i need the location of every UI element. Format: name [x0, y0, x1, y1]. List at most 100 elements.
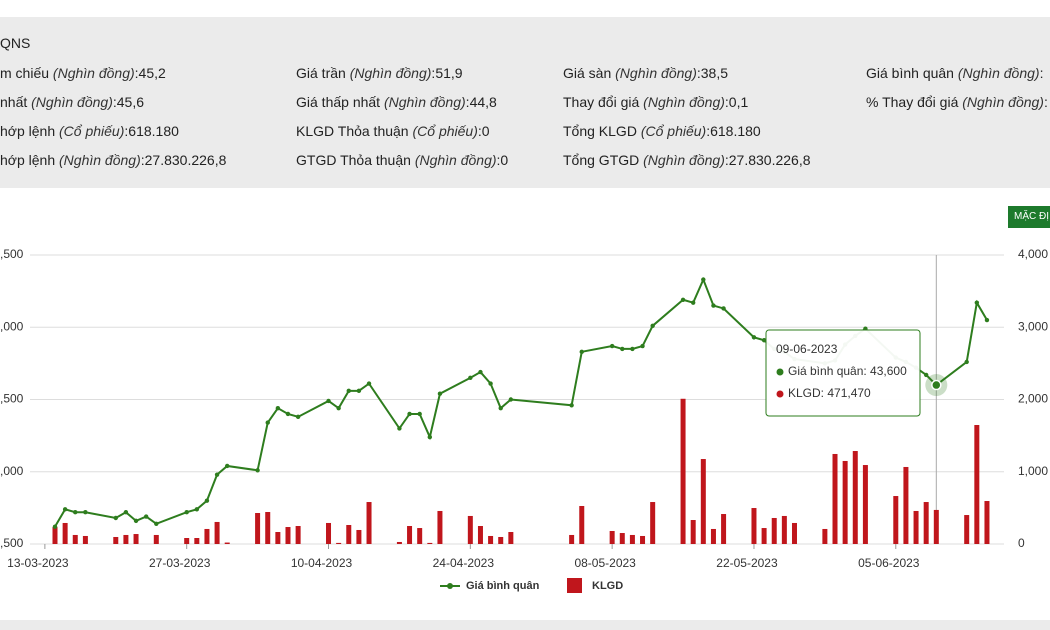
- volume-bar: [356, 529, 362, 544]
- tooltip-dot: [776, 368, 784, 376]
- info-unit: (Nghìn đồng): [52, 65, 135, 81]
- price-point: [326, 398, 331, 404]
- price-point: [751, 335, 757, 340]
- price-point: [285, 411, 291, 417]
- info-cell: m chiếu (Nghìn đồng):45,2: [0, 65, 166, 81]
- volume-bar: [913, 510, 919, 544]
- x-tick-label: 13-03-2023: [7, 556, 69, 570]
- tooltip-dot: [776, 390, 784, 398]
- y-tick-label: ,500: [0, 536, 24, 550]
- volume-bar: [488, 535, 494, 544]
- price-point: [214, 472, 220, 477]
- info-value: 0: [481, 123, 490, 139]
- volume-bar: [113, 536, 119, 544]
- info-cell: GTGD Thỏa thuận (Nghìn đồng):0: [296, 152, 509, 168]
- y-tick-label: ,500: [0, 392, 24, 406]
- info-unit: (Nghìn đồng): [962, 94, 1044, 110]
- info-unit: (Nghìn đồng): [414, 152, 497, 168]
- info-label: m chiếu: [0, 65, 50, 81]
- y-tick-label: ,000: [0, 464, 24, 478]
- x-tick-label: 22-05-2023: [716, 556, 778, 570]
- default-button[interactable]: MẶC ĐỊ: [1008, 206, 1050, 228]
- volume-bar: [629, 534, 635, 544]
- price-point: [133, 518, 139, 524]
- volume-bar: [427, 542, 433, 544]
- price-point: [154, 521, 159, 526]
- info-value: 45,6: [116, 94, 144, 110]
- volume-bar: [346, 524, 352, 544]
- price-point: [478, 369, 483, 375]
- volume-bar: [407, 526, 413, 544]
- price-point: [427, 434, 433, 440]
- volume-bar: [477, 526, 483, 544]
- info-value: 618.180: [128, 123, 179, 139]
- volume-bar: [184, 538, 190, 544]
- volume-bar: [700, 459, 706, 544]
- info-unit: (Nghìn đồng): [349, 65, 432, 81]
- info-label: Tổng KLGD: [563, 123, 637, 139]
- price-point: [397, 426, 402, 431]
- price-point: [620, 346, 625, 352]
- price-point: [609, 343, 615, 349]
- volume-bar: [275, 532, 281, 544]
- price-point: [255, 468, 260, 473]
- volume-bar: [842, 460, 848, 544]
- volume-bar: [467, 515, 473, 544]
- volume-bar: [569, 534, 575, 544]
- y2-tick-label: 2,000: [1018, 392, 1048, 406]
- tooltip-item: Giá bình quân: 43,600: [788, 364, 907, 378]
- info-label: Giá sàn: [563, 65, 612, 81]
- info-label: % Thay đổi giá: [866, 94, 959, 110]
- price-point: [579, 349, 584, 355]
- price-point: [468, 375, 473, 381]
- price-point: [498, 405, 503, 411]
- price-point: [346, 388, 351, 394]
- volume-bar: [72, 534, 78, 544]
- price-point: [508, 397, 514, 402]
- volume-bar: [862, 465, 868, 544]
- volume-bar: [52, 527, 58, 544]
- price-point: [488, 381, 493, 386]
- info-value: 0: [500, 152, 509, 168]
- legend-dot: [447, 583, 453, 589]
- legend-label: Giá bình quân: [466, 580, 540, 592]
- info-cell: Tổng GTGD (Nghìn đồng):27.830.226,8: [563, 152, 811, 168]
- volume-bar: [791, 522, 797, 544]
- info-unit: (Nghìn đồng): [643, 94, 725, 110]
- price-point: [650, 323, 655, 329]
- y2-tick-label: 4,000: [1018, 247, 1048, 261]
- x-tick-label: 05-06-2023: [858, 556, 920, 570]
- price-point: [336, 405, 341, 411]
- price-point: [437, 391, 443, 396]
- y-tick-label: ,500: [0, 247, 24, 261]
- info-cell: Giá thấp nhất (Nghìn đồng):44,8: [296, 94, 497, 110]
- price-point: [123, 510, 129, 515]
- tooltip-item: KLGD: 471,470: [788, 386, 871, 400]
- volume-bar: [690, 520, 696, 544]
- price-point: [275, 405, 281, 411]
- info-panel: QNS m chiếu (Nghìn đồng):45,2 Giá trần (Ng…: [0, 17, 1050, 188]
- info-cell: Giá sàn (Nghìn đồng):38,5: [563, 65, 728, 81]
- volume-bar: [650, 502, 656, 544]
- price-point: [923, 372, 929, 378]
- volume-bar: [609, 530, 615, 544]
- info-value: 38,5: [700, 65, 728, 81]
- info-label: GTGD Thỏa thuận: [296, 152, 411, 168]
- price-point: [984, 317, 990, 323]
- volume-bar: [923, 502, 929, 544]
- info-cell: hớp lệnh (Cổ phiếu):618.180: [0, 123, 179, 139]
- volume-bar: [781, 515, 787, 544]
- price-point: [295, 414, 301, 420]
- x-tick-label: 10-04-2023: [291, 556, 353, 570]
- volume-bar: [295, 526, 301, 544]
- price-point: [225, 463, 230, 469]
- volume-bar: [326, 522, 332, 544]
- volume-bar: [852, 451, 858, 544]
- info-unit: (Nghìn đồng): [957, 65, 1040, 81]
- info-value: 0,1: [728, 94, 749, 110]
- info-unit: (Cổ phiếu): [640, 123, 707, 139]
- y2-tick-label: 0: [1018, 536, 1025, 550]
- info-unit: (Nghìn đồng): [59, 152, 141, 168]
- volume-bar: [579, 505, 585, 544]
